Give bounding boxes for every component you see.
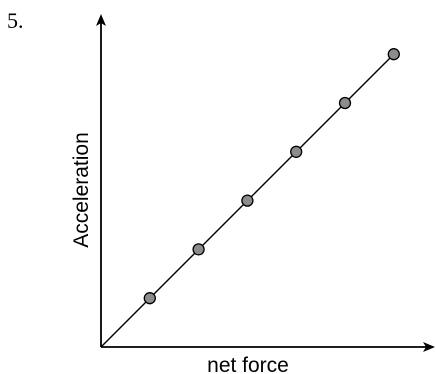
x-axis-label: net force [207, 354, 289, 374]
data-point [290, 145, 303, 158]
data-point [143, 292, 156, 305]
data-point [192, 243, 205, 256]
data-point [338, 96, 352, 110]
question-number: 5. [7, 8, 24, 33]
data-points [143, 48, 400, 305]
y-axis-label: Acceleration [70, 132, 93, 248]
data-point [241, 194, 254, 207]
data-point [387, 48, 400, 61]
